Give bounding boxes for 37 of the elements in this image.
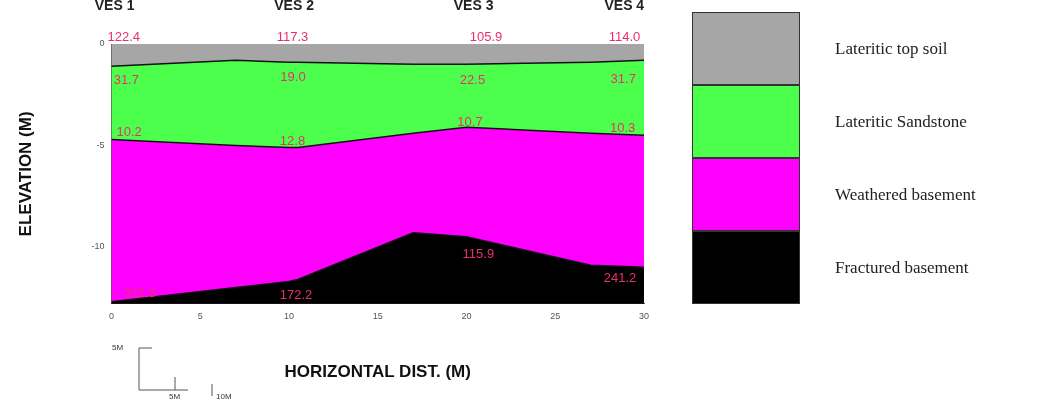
annotation: 10.7 — [457, 114, 483, 130]
annotation: 19.0 — [280, 68, 306, 84]
y-tick-label: 0 — [99, 38, 105, 49]
text: VES 3 — [453, 0, 494, 14]
x-tick-label: 30 — [638, 310, 650, 321]
annotation: 10.2 — [116, 124, 142, 140]
text: Lateritic Sandstone — [835, 110, 967, 133]
x-axis-title: HORIZONTAL DIST. (M) — [284, 362, 471, 382]
x-tick-label: 25 — [550, 310, 561, 321]
annotation: 31.7 — [113, 71, 139, 87]
y-axis-title: ELEVATION (M) — [15, 111, 35, 237]
annotation: 115.9 — [462, 245, 495, 261]
x-tick-label: 10 — [283, 310, 294, 321]
annotation: 114.0 — [608, 29, 641, 45]
annotation: 241.2 — [603, 270, 637, 286]
text: Lateritic top soil — [835, 37, 948, 60]
annotation: 172.2 — [279, 286, 313, 302]
annotation: 31.7 — [610, 70, 636, 86]
annotation: 117.3 — [276, 29, 309, 45]
annotation: 10.3 — [610, 120, 636, 136]
y-tick-label: -10 — [91, 241, 105, 252]
text: VES 1 — [94, 0, 135, 14]
text: VES 4 — [604, 0, 645, 14]
text: Fractured basement — [835, 256, 969, 279]
annotation: 12.8 — [279, 132, 306, 148]
x-tick-label: 20 — [461, 310, 472, 321]
text: Weathered basement — [835, 183, 976, 206]
x-tick-label: 15 — [372, 310, 383, 321]
x-tick-label: 0 — [108, 310, 114, 321]
scale-bar: 5M 5M 10M — [112, 340, 242, 402]
annotation: 105.9 — [469, 29, 503, 45]
annotation: 22.5 — [459, 71, 486, 87]
y-tick-label: -5 — [96, 139, 105, 150]
text: VES 2 — [274, 0, 315, 14]
x-tick-label: 5 — [197, 310, 203, 321]
annotation: 322.8 — [123, 284, 157, 300]
annotation: 122.4 — [107, 29, 141, 45]
